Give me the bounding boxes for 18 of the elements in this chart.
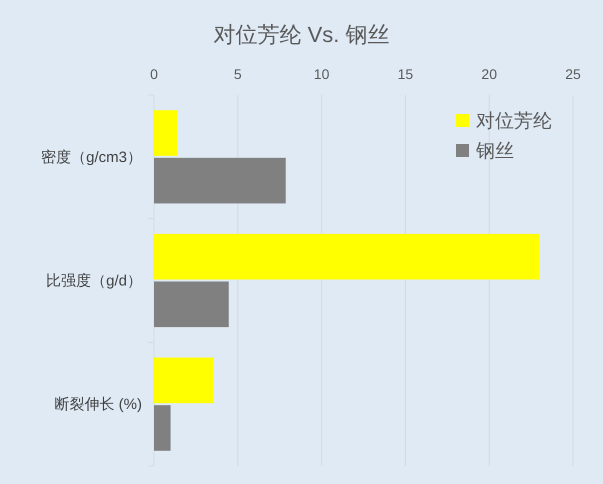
bar bbox=[154, 282, 229, 328]
y-tick-label: 密度（g/cm3） bbox=[41, 148, 142, 166]
x-tick-label: 0 bbox=[150, 66, 158, 82]
bar bbox=[154, 158, 286, 204]
bar bbox=[154, 405, 171, 451]
x-tick-label: 10 bbox=[314, 66, 330, 82]
legend-label: 对位芳纶 bbox=[476, 111, 552, 132]
y-tick-label: 断裂伸长 (%) bbox=[54, 396, 142, 414]
x-tick-label: 25 bbox=[565, 66, 581, 82]
bar bbox=[154, 110, 178, 156]
bar bbox=[154, 358, 214, 404]
x-tick-label: 15 bbox=[398, 66, 414, 82]
chart-title: 对位芳纶 Vs. 钢丝 bbox=[213, 22, 390, 47]
y-tick-label: 比强度（g/d） bbox=[46, 272, 142, 290]
bar bbox=[154, 234, 540, 280]
x-tick-label: 20 bbox=[481, 66, 498, 82]
x-tick-label: 5 bbox=[234, 66, 242, 82]
legend-label: 钢丝 bbox=[475, 141, 514, 162]
